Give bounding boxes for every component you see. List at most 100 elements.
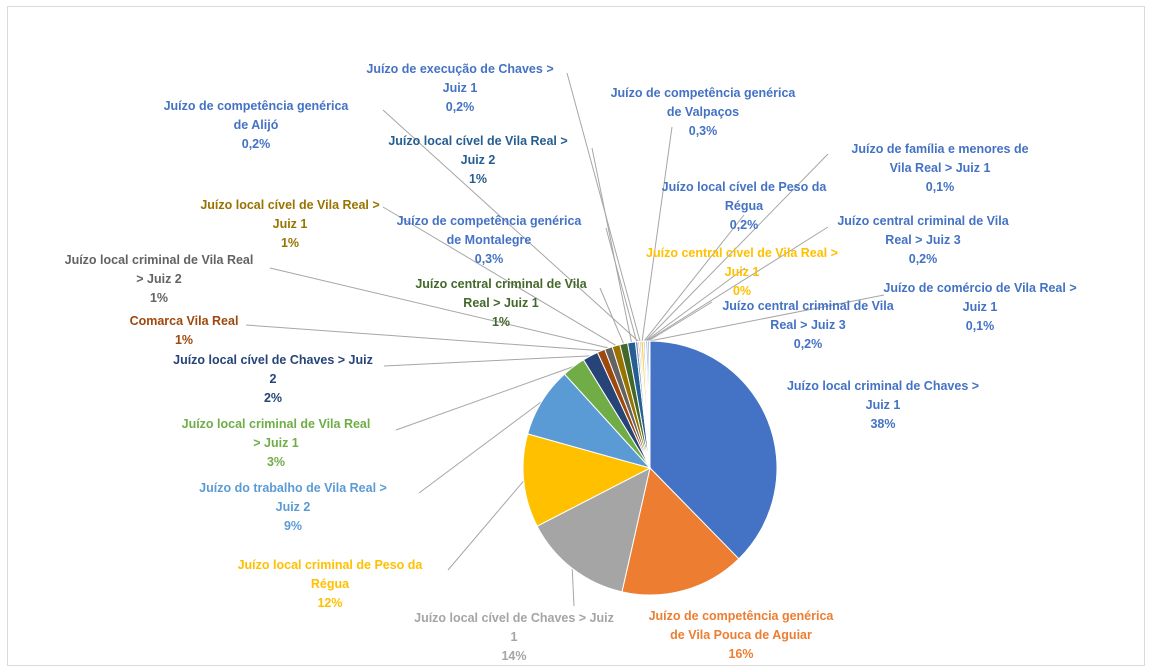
data-label-text: Real > Juiz 3 [770,318,845,332]
data-label-text: Juízo local cível de Vila Real > [388,134,567,148]
data-label: Juízo local cível de Peso da Régua 0,2% [662,180,828,232]
data-label-text: Juízo local criminal de Peso da [238,558,424,572]
leader-line [566,72,641,342]
data-label: Juízo local criminal de Chaves > Juiz 1 38… [787,379,979,431]
leader-line [644,153,829,342]
leader-line [645,267,746,342]
data-label-text: Juiz 1 [443,81,478,95]
data-label: Comarca Vila Real 1% [130,314,239,347]
leader-line [641,126,673,342]
leader-line [648,301,713,342]
data-label: Juízo de competência genérica de Valpaços… [611,86,797,138]
data-label-value: 1% [150,291,168,305]
data-label: Juízo de família e menores de Vila Real >… [851,142,1028,194]
data-label-text: > Juiz 1 [253,436,299,450]
leader-line [395,366,574,431]
leader-line [599,287,625,344]
data-label-value: 0,2% [242,137,271,151]
data-label-text: Juízo local cível de Peso da [662,180,828,194]
data-label: Juízo do trabalho de Vila Real > Juiz 2 9% [199,481,387,533]
leader-line [591,147,632,343]
leader-line [605,227,638,342]
leader-lines [245,72,885,607]
data-labels: Juízo local criminal de Chaves > Juiz 1 38… [65,62,1077,663]
leader-line [646,226,829,342]
leader-line [649,294,885,342]
data-label-text: Juízo de competência genérica [649,609,835,623]
data-label-value: 0,3% [475,252,504,266]
data-label-text: Juízo local criminal de Vila Real [65,253,254,267]
data-label-value: 0,2% [730,218,759,232]
data-label: Juízo local cível de Vila Real > Juiz 1 1% [200,198,379,250]
data-label-text: Juízo local cível de Chaves > Juiz [414,611,614,625]
data-label: Juízo local cível de Chaves > Juiz 1 14% [414,611,614,663]
data-label-value: 9% [284,519,302,533]
leader-line [383,355,591,367]
data-label-value: 1% [492,315,510,329]
data-label: Juízo local criminal de Peso da Régua 12% [238,558,424,610]
data-label-value: 0,3% [689,124,718,138]
pie-slice [649,340,778,560]
data-label-text: Juiz 2 [276,500,311,514]
data-label: Juízo de competência genérica de Vila Pou… [649,609,835,661]
data-label-value: 3% [267,455,285,469]
pie-slice [522,433,652,527]
data-label-text: Juízo de comércio de Vila Real > [883,281,1076,295]
data-label-text: Juiz 1 [866,398,901,412]
data-label-text: Juiz 1 [273,217,308,231]
data-label-text: Juízo central criminal de Vila [722,299,894,313]
data-label: Juízo de execução de Chaves > Juiz 1 0,2% [366,62,553,114]
data-label-text: Juízo do trabalho de Vila Real > [199,481,387,495]
data-label-value: 1% [469,172,487,186]
data-label-text: Juiz 2 [461,153,496,167]
leader-line [447,480,525,571]
data-label-text: Juízo central criminal de Vila [415,277,587,291]
data-label-text: Juízo de competência genérica [397,214,583,228]
data-label-text: Juízo central cível de Vila Real > [646,246,838,260]
data-label-value: 0% [733,284,751,298]
data-label: Juízo de competência genérica de Montaleg… [397,214,583,266]
leader-line [382,206,617,347]
data-label-text: Juízo central criminal de Vila [837,214,1009,228]
data-label: Juízo central criminal de Vila Real > Jui… [722,299,894,351]
data-label: Juízo local criminal de Vila Real > Juiz … [182,417,371,469]
data-label-text: Real > Juiz 1 [463,296,538,310]
pie-slice [621,466,740,596]
data-label-text: > Juiz 2 [136,272,182,286]
data-label-text: 1 [511,630,518,644]
leader-line [418,400,543,494]
data-label-value: 2% [264,391,282,405]
data-label-text: Juízo local criminal de Chaves > [787,379,979,393]
pie-slice [648,340,651,469]
data-label-text: Comarca Vila Real [130,314,239,328]
data-label-value: 1% [175,333,193,347]
data-label-text: Juízo de execução de Chaves > [366,62,553,76]
data-label-value: 12% [317,596,342,610]
data-label-value: 16% [728,647,753,661]
data-label-text: Real > Juiz 3 [885,233,960,247]
data-label: Juízo central criminal de Vila Real > Jui… [837,214,1009,266]
data-label-text: Juízo de família e menores de [851,142,1028,156]
data-label-value: 0,2% [446,100,475,114]
data-label-text: de Alijó [234,118,279,132]
data-label: Juízo local cível de Chaves > Juiz 2 2% [173,353,373,405]
data-label-value: 14% [501,649,526,663]
data-label: Juízo de comércio de Vila Real > Juiz 1 0,… [883,281,1076,333]
data-label-text: Régua [725,199,764,213]
data-label-value: 0,2% [909,252,938,266]
data-label-text: Juízo local criminal de Vila Real [182,417,371,431]
data-label-text: Juízo local cível de Chaves > Juiz [173,353,373,367]
data-label: Juízo local criminal de Vila Real > Juiz … [65,253,254,305]
data-label-text: Juízo de competência genérica [164,99,350,113]
data-label-text: Juízo de competência genérica [611,86,797,100]
data-label-text: Juiz 1 [963,300,998,314]
data-label-text: 2 [270,372,277,386]
leader-line [571,568,575,607]
data-label: Juízo de competência genérica de Alijó 0,2… [164,99,350,151]
leader-line [245,324,602,352]
data-label-text: Juiz 1 [725,265,760,279]
data-label-value: 0,2% [794,337,823,351]
leader-line [643,214,745,342]
data-label-text: Régua [311,577,350,591]
